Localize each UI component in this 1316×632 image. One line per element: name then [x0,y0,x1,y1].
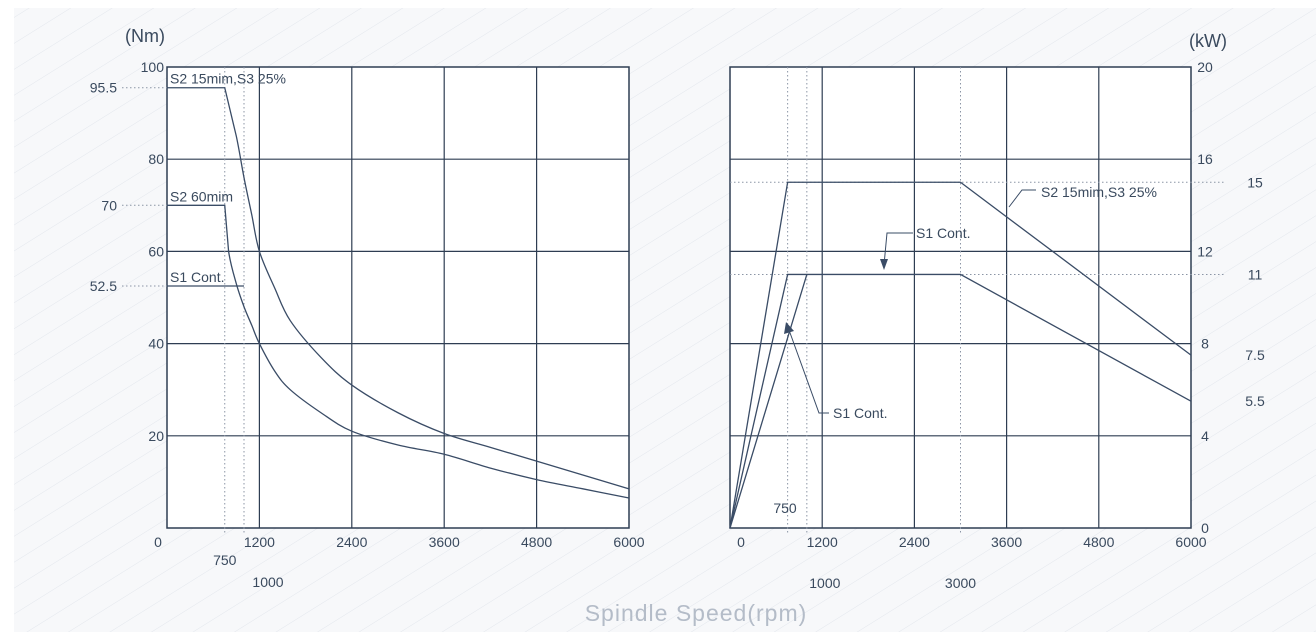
torque-y-tick-label: 100 [141,59,165,75]
torque-y-tick-label: 60 [148,243,164,259]
power-annotation-leader [883,232,913,266]
torque-y-tick-label: 20 [148,428,164,444]
torque-y-tick-label: 80 [148,151,164,167]
torque-series-label: S1 Cont. [170,269,224,285]
power-ref-label: 15 [1247,174,1263,190]
torque-ref-label: 70 [101,197,117,213]
power-ref-label: 11 [1248,266,1263,282]
torque-extra-x-label: 750 [213,552,237,568]
power-annotation-label: S1 Cont. [916,225,970,241]
power-annotation-arrow [784,322,794,334]
torque-series-label: S2 15mim,S3 25% [170,71,286,87]
power-series-line [729,181,1192,529]
power-series-line [729,274,808,529]
power-x-tick-label: 0 [737,534,745,550]
torque-series-label: S2 60mim [170,188,233,204]
power-x-tick-label: 3600 [991,534,1022,550]
torque-ref-label: 95.5 [90,80,117,96]
power-y-tick-label: 0 [1201,520,1209,536]
power-y-tick-label: 4 [1201,428,1209,444]
power-series-line [729,273,1192,529]
power-annotation-label: S1 Cont. [833,405,887,421]
torque-x-tick-label: 0 [154,534,162,550]
torque-y-unit-label: (Nm) [125,26,165,46]
torque-plot-frame [166,66,630,529]
torque-extra-x-label: 1000 [252,574,283,590]
x-axis-title: Spindle Speed(rpm) [585,600,808,626]
torque-ref-label: 52.5 [90,278,117,294]
torque-series-line [167,87,630,490]
power-annotation-label: S2 15mim,S3 25% [1041,184,1157,200]
torque-x-tick-label: 6000 [613,534,644,550]
power-x-tick-label: 4800 [1083,534,1114,550]
power-x-tick-label: 2400 [899,534,930,550]
torque-series-line [167,204,630,499]
power-extra-x-label: 1000 [809,575,840,591]
torque-x-tick-label: 2400 [336,534,367,550]
power-annotation-arrow [880,259,888,270]
power-y-unit-label: (kW) [1189,31,1227,51]
torque-x-tick-label: 4800 [521,534,552,550]
torque-y-tick-label: 40 [148,336,164,352]
power-x-tick-label: 6000 [1175,534,1206,550]
torque-x-tick-label: 3600 [429,534,460,550]
power-y-tick-label: 16 [1197,151,1213,167]
power-extra-x-label: 750 [773,500,797,516]
torque-x-tick-label: 1200 [244,534,275,550]
power-annotation-leader [1008,189,1036,208]
power-y-tick-label: 20 [1197,59,1213,75]
power-x-tick-label: 1200 [807,534,838,550]
power-ref-label: 5.5 [1245,393,1265,409]
power-ref-label: 7.5 [1245,347,1265,363]
power-y-tick-label: 8 [1201,336,1209,352]
power-y-tick-label: 12 [1197,243,1213,259]
power-annotation-leader [788,329,829,414]
power-extra-x-label: 3000 [945,575,976,591]
